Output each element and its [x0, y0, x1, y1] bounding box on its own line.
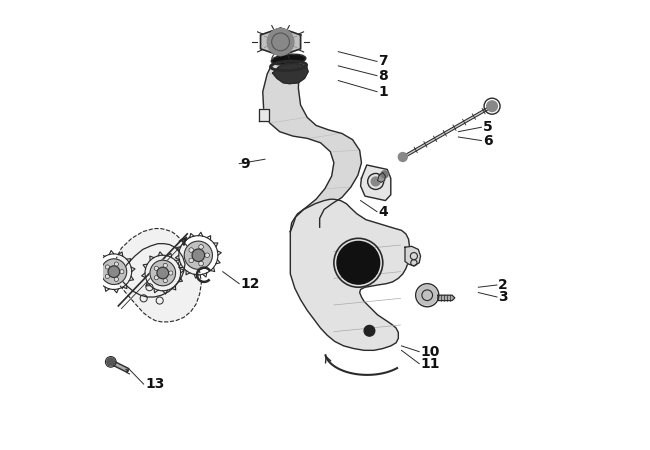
Circle shape [337, 242, 380, 284]
Text: 8: 8 [378, 69, 388, 83]
Polygon shape [112, 229, 202, 322]
Circle shape [154, 266, 159, 270]
Polygon shape [259, 109, 270, 121]
Circle shape [381, 171, 388, 178]
Polygon shape [291, 199, 410, 351]
Text: 13: 13 [145, 377, 164, 391]
Text: 12: 12 [240, 277, 260, 291]
Circle shape [184, 241, 213, 269]
Ellipse shape [272, 55, 304, 64]
Circle shape [114, 262, 118, 266]
Circle shape [199, 261, 203, 266]
Circle shape [487, 101, 497, 112]
Text: 2: 2 [499, 278, 508, 292]
Circle shape [154, 275, 159, 280]
Circle shape [205, 253, 209, 257]
Circle shape [199, 244, 203, 249]
Text: 11: 11 [421, 357, 440, 371]
Polygon shape [378, 172, 385, 182]
Text: 4: 4 [378, 205, 388, 219]
Circle shape [371, 177, 380, 186]
Circle shape [189, 258, 194, 263]
Circle shape [105, 265, 110, 269]
Polygon shape [361, 165, 391, 201]
Polygon shape [272, 63, 308, 84]
Circle shape [364, 325, 375, 336]
Polygon shape [263, 58, 361, 232]
Text: 3: 3 [499, 290, 508, 304]
Text: 1: 1 [378, 85, 388, 99]
Circle shape [267, 28, 294, 55]
Circle shape [150, 260, 176, 286]
Circle shape [120, 270, 124, 274]
Circle shape [192, 249, 205, 261]
Text: 10: 10 [421, 345, 440, 359]
Polygon shape [405, 246, 421, 266]
Circle shape [398, 153, 407, 162]
Circle shape [163, 263, 168, 267]
Circle shape [101, 259, 127, 284]
Circle shape [189, 248, 194, 252]
Circle shape [168, 271, 173, 275]
Circle shape [114, 277, 118, 281]
Polygon shape [438, 295, 455, 301]
Circle shape [108, 266, 120, 278]
Circle shape [105, 274, 110, 279]
Polygon shape [261, 28, 300, 56]
Text: 9: 9 [240, 157, 250, 171]
Circle shape [157, 267, 168, 279]
Text: 7: 7 [378, 54, 388, 68]
Text: 5: 5 [483, 120, 493, 134]
Circle shape [107, 358, 115, 366]
Circle shape [163, 279, 168, 283]
Circle shape [417, 285, 437, 305]
Text: 6: 6 [483, 134, 493, 148]
